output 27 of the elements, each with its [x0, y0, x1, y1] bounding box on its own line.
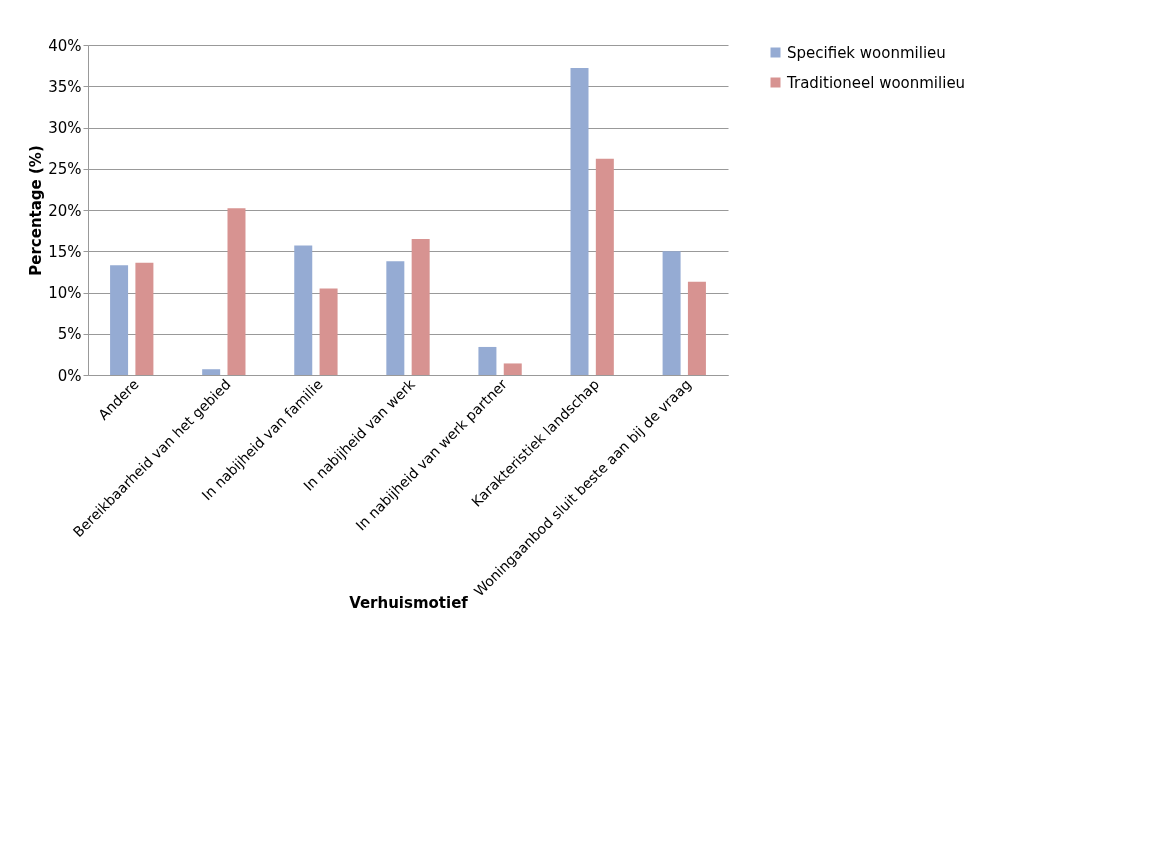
y-axis-title: Percentage (%) — [27, 145, 46, 276]
bar — [687, 281, 706, 375]
y-tick-label: 30% — [48, 119, 82, 137]
bar — [662, 251, 681, 375]
bar — [411, 238, 430, 375]
y-tick-label: 20% — [48, 201, 82, 220]
bar — [478, 346, 497, 375]
bar — [595, 158, 614, 375]
bar — [135, 262, 154, 375]
y-tick-label: 35% — [48, 77, 82, 96]
bar — [570, 68, 589, 375]
y-tick-label: 5% — [57, 325, 82, 344]
bar — [202, 369, 221, 375]
legend-label: Specifiek woonmilieu — [787, 43, 946, 62]
bar — [386, 261, 405, 375]
bar — [110, 265, 129, 375]
y-tick-label: 15% — [48, 242, 82, 261]
y-tick-label: 25% — [48, 160, 82, 179]
y-tick-label: 0% — [57, 366, 82, 385]
bar — [227, 208, 246, 375]
bar — [294, 245, 313, 375]
y-tick-label: 40% — [48, 36, 82, 55]
legend-label: Traditioneel woonmilieu — [786, 73, 966, 92]
x-axis-title: Verhuismotief — [349, 593, 469, 612]
y-tick-label: 10% — [48, 284, 82, 302]
bar — [319, 288, 338, 375]
bar — [503, 363, 522, 375]
